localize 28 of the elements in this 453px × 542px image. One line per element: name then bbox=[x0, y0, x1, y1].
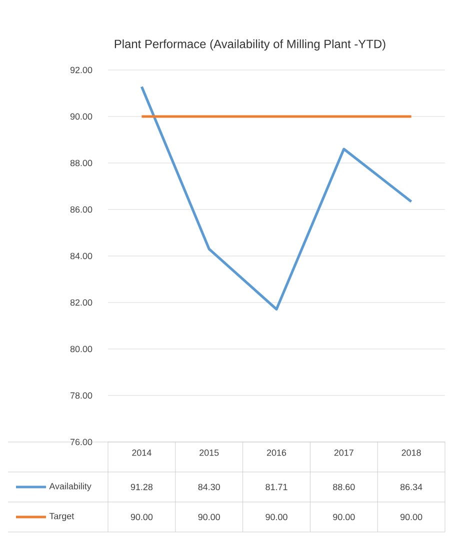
y-tick-label: 92.00 bbox=[70, 66, 92, 74]
x-tick-label: 2018 bbox=[402, 450, 421, 456]
y-tick-label: 86.00 bbox=[70, 206, 92, 213]
y-tick-label: 88.00 bbox=[70, 160, 92, 166]
data-label: 90.00 bbox=[266, 514, 288, 520]
y-tick-label: 90.00 bbox=[70, 113, 92, 120]
line-series bbox=[140, 85, 413, 311]
data-label: 88.60 bbox=[333, 484, 355, 490]
data-label: 90.00 bbox=[333, 514, 355, 520]
data-label: 90.00 bbox=[198, 514, 220, 520]
x-tick-label: 2016 bbox=[266, 450, 286, 456]
y-tick-label: 80.00 bbox=[70, 346, 92, 352]
data-label: 84.30 bbox=[198, 484, 220, 490]
y-tick-label: 78.00 bbox=[70, 392, 92, 399]
data-label: 91.28 bbox=[130, 484, 153, 490]
legend-label: Target bbox=[49, 512, 74, 522]
legend-label: Availability bbox=[49, 482, 92, 492]
y-tick-label: 76.00 bbox=[70, 438, 92, 446]
data-label: 90.00 bbox=[400, 514, 422, 520]
y-tick-label: 82.00 bbox=[70, 299, 92, 306]
data-label: 86.34 bbox=[400, 484, 422, 490]
x-tick-label: 2017 bbox=[334, 450, 354, 456]
data-label: 90.00 bbox=[130, 514, 153, 520]
x-tick-label: 2015 bbox=[200, 450, 219, 456]
x-tick-label: 2014 bbox=[132, 450, 152, 456]
chart-title: Plant Performace (Availability of Milling Plant -YTD) bbox=[114, 39, 386, 51]
y-tick-label: 84.00 bbox=[70, 252, 92, 260]
data-label: 81.71 bbox=[266, 484, 288, 490]
